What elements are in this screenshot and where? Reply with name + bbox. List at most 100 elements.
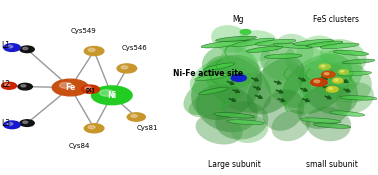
Text: small subunit: small subunit xyxy=(306,160,358,169)
Text: L3: L3 xyxy=(2,120,11,128)
Ellipse shape xyxy=(309,49,363,98)
Ellipse shape xyxy=(262,89,304,131)
Ellipse shape xyxy=(255,39,296,46)
Circle shape xyxy=(84,47,104,55)
Text: Large subunit: Large subunit xyxy=(208,160,260,169)
Text: Mg: Mg xyxy=(232,15,244,24)
Ellipse shape xyxy=(320,39,367,74)
Ellipse shape xyxy=(214,113,255,118)
Ellipse shape xyxy=(342,59,375,64)
Circle shape xyxy=(20,120,34,126)
Circle shape xyxy=(7,45,13,48)
Ellipse shape xyxy=(195,114,243,145)
Text: FeS clusters: FeS clusters xyxy=(313,15,359,24)
Circle shape xyxy=(131,114,137,117)
Ellipse shape xyxy=(189,86,239,117)
Circle shape xyxy=(99,90,114,96)
Ellipse shape xyxy=(330,111,365,116)
Circle shape xyxy=(88,48,95,51)
Circle shape xyxy=(231,75,246,81)
Ellipse shape xyxy=(282,54,353,114)
Ellipse shape xyxy=(264,54,302,59)
Circle shape xyxy=(4,121,20,129)
Ellipse shape xyxy=(340,96,377,100)
Ellipse shape xyxy=(230,115,268,143)
Ellipse shape xyxy=(306,41,343,47)
Circle shape xyxy=(4,44,20,51)
Ellipse shape xyxy=(322,62,372,103)
Ellipse shape xyxy=(234,30,279,61)
Ellipse shape xyxy=(333,50,369,55)
Circle shape xyxy=(314,80,320,83)
Ellipse shape xyxy=(320,43,359,48)
Ellipse shape xyxy=(313,123,351,128)
Circle shape xyxy=(2,82,17,89)
Circle shape xyxy=(7,122,13,125)
Circle shape xyxy=(335,79,338,81)
Ellipse shape xyxy=(191,55,262,120)
Ellipse shape xyxy=(201,40,248,48)
Circle shape xyxy=(341,71,344,72)
Circle shape xyxy=(20,46,34,53)
FancyBboxPatch shape xyxy=(1,1,175,174)
Circle shape xyxy=(324,73,329,75)
Circle shape xyxy=(18,83,33,90)
Circle shape xyxy=(240,30,251,34)
Ellipse shape xyxy=(260,42,299,80)
Ellipse shape xyxy=(204,55,271,113)
Ellipse shape xyxy=(305,107,351,141)
Ellipse shape xyxy=(202,45,259,88)
Ellipse shape xyxy=(299,60,358,115)
Ellipse shape xyxy=(211,25,250,53)
Text: L2: L2 xyxy=(2,80,11,89)
Circle shape xyxy=(339,70,348,74)
Circle shape xyxy=(85,87,91,90)
Circle shape xyxy=(84,124,104,133)
Ellipse shape xyxy=(301,118,341,123)
Text: L1: L1 xyxy=(2,41,11,50)
Circle shape xyxy=(81,85,99,93)
Circle shape xyxy=(117,64,137,73)
Ellipse shape xyxy=(296,36,338,70)
Ellipse shape xyxy=(335,82,374,113)
Ellipse shape xyxy=(232,38,274,47)
Circle shape xyxy=(326,86,338,92)
Ellipse shape xyxy=(297,84,352,129)
Ellipse shape xyxy=(227,120,264,125)
FancyBboxPatch shape xyxy=(175,1,377,174)
Ellipse shape xyxy=(195,84,258,132)
Circle shape xyxy=(21,85,26,87)
Text: Cys81: Cys81 xyxy=(137,125,158,131)
Circle shape xyxy=(88,126,95,129)
Circle shape xyxy=(23,121,28,123)
Ellipse shape xyxy=(275,34,314,65)
Ellipse shape xyxy=(246,46,282,52)
Ellipse shape xyxy=(204,63,235,71)
Circle shape xyxy=(23,47,28,50)
Ellipse shape xyxy=(190,59,241,95)
Ellipse shape xyxy=(338,71,372,76)
Circle shape xyxy=(59,82,72,88)
Circle shape xyxy=(333,78,343,83)
Ellipse shape xyxy=(247,57,305,114)
Ellipse shape xyxy=(215,102,268,139)
Circle shape xyxy=(5,84,10,86)
Text: Ni: Ni xyxy=(107,91,116,100)
Text: Cys546: Cys546 xyxy=(121,45,147,51)
Circle shape xyxy=(121,66,128,69)
Circle shape xyxy=(127,113,145,121)
Ellipse shape xyxy=(216,36,257,42)
Text: Cys549: Cys549 xyxy=(71,28,96,34)
Text: Cys84: Cys84 xyxy=(69,143,90,149)
Circle shape xyxy=(311,78,327,86)
Ellipse shape xyxy=(293,39,333,45)
Ellipse shape xyxy=(273,43,312,48)
Ellipse shape xyxy=(199,87,228,95)
Ellipse shape xyxy=(263,57,311,108)
Text: [X]: [X] xyxy=(86,87,95,92)
Circle shape xyxy=(319,64,330,69)
Circle shape xyxy=(322,71,335,78)
Text: Fe: Fe xyxy=(65,83,76,92)
Circle shape xyxy=(52,79,88,96)
Ellipse shape xyxy=(195,74,228,81)
